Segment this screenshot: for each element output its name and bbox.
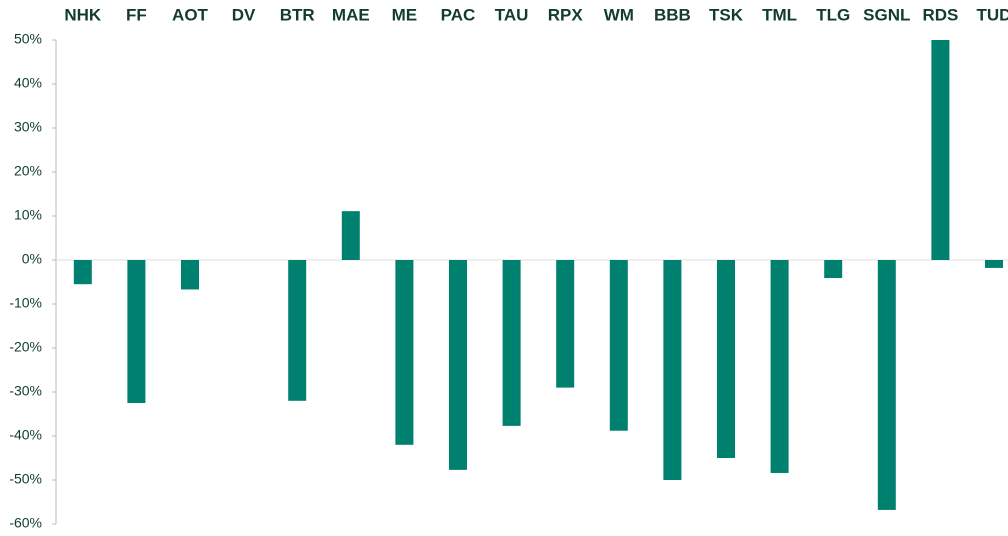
y-tick-label: -50% (9, 471, 42, 487)
bar (395, 260, 414, 445)
x-tick-label: MAE (332, 5, 370, 24)
x-tick-label: TSK (709, 5, 744, 24)
x-tick-label: TAU (495, 5, 529, 24)
y-tick-label: 10% (14, 207, 42, 223)
bar (181, 260, 199, 290)
x-tick-label: RDS (922, 5, 958, 24)
bar (985, 260, 1003, 268)
x-tick-label: SGNL (863, 5, 910, 24)
bar (73, 260, 92, 285)
y-tick-label: 50% (14, 31, 42, 47)
y-tick-label: 0% (22, 251, 42, 267)
x-tick-label: FF (126, 5, 147, 24)
bar (556, 260, 575, 388)
bar (931, 40, 950, 260)
bar (717, 260, 735, 458)
x-tick-label: DV (232, 5, 256, 24)
y-tick-label: -20% (9, 339, 42, 355)
bar (449, 260, 467, 470)
x-tick-label: TML (762, 5, 797, 24)
x-tick-label: BTR (280, 5, 315, 24)
bar (502, 260, 521, 426)
y-tick-label: -10% (9, 295, 42, 311)
bar (127, 260, 146, 403)
y-tick-label: -30% (9, 383, 42, 399)
y-tick-label: 30% (14, 119, 42, 135)
x-tick-label: PAC (441, 5, 476, 24)
x-tick-label: TUD (977, 5, 1008, 24)
x-tick-label: NHK (64, 5, 102, 24)
x-tick-label: AOT (172, 5, 209, 24)
bar (609, 260, 628, 431)
bar (770, 260, 789, 473)
bar (288, 260, 307, 401)
bar (341, 211, 360, 260)
x-tick-label: BBB (654, 5, 691, 24)
y-tick-label: 20% (14, 163, 42, 179)
x-tick-label: RPX (548, 5, 584, 24)
bar (663, 260, 682, 480)
x-tick-label: TLG (816, 5, 850, 24)
bar (824, 260, 843, 279)
bar (877, 260, 896, 510)
y-tick-label: -40% (9, 427, 42, 443)
x-tick-label: WM (604, 5, 634, 24)
x-tick-label: ME (392, 5, 418, 24)
y-tick-label: 40% (14, 75, 42, 91)
y-tick-label: -60% (9, 515, 42, 531)
